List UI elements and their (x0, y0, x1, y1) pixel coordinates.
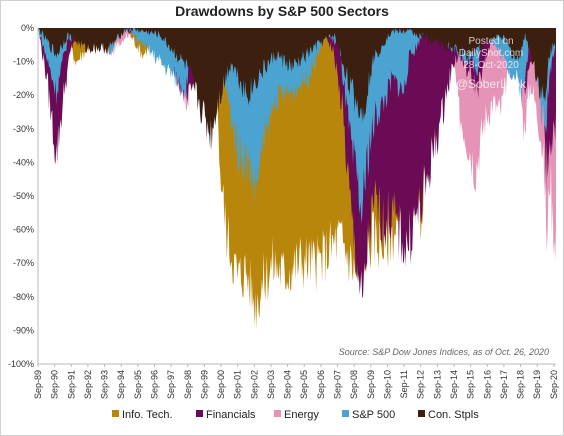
legend-label: Con. Stpls (428, 409, 479, 421)
legend-label: Financials (206, 409, 256, 421)
legend-swatch (342, 410, 349, 417)
x-tick-label: Sep-09 (366, 370, 376, 399)
x-tick-label: Sep-16 (482, 370, 492, 399)
x-tick-label: Sep-98 (183, 370, 193, 399)
x-tick-label: Sep-08 (349, 370, 359, 399)
x-tick-label: Sep-91 (66, 370, 76, 399)
x-tick-label: Sep-05 (299, 370, 309, 399)
chart-title: Drawdowns by S&P 500 Sectors (175, 3, 389, 19)
y-tick-label: 0% (21, 23, 34, 33)
x-tick-label: Sep-03 (266, 370, 276, 399)
legend-swatch (274, 410, 281, 417)
x-tick-label: Sep-92 (83, 370, 93, 399)
y-tick-label: -10% (13, 57, 34, 67)
x-tick-label: Sep-95 (133, 370, 143, 399)
x-tick-label: Sep-19 (532, 370, 542, 399)
x-tick-label: Sep-00 (216, 370, 226, 399)
x-tick-label: Sep-01 (233, 370, 243, 399)
x-tick-label: Sep-20 (549, 370, 559, 399)
y-tick-label: -60% (13, 225, 34, 235)
watermark-line: Posted on (468, 36, 513, 47)
x-tick-label: Sep-13 (432, 370, 442, 399)
x-tick-label: Sep-89 (33, 370, 43, 399)
y-tick-label: -40% (13, 157, 34, 167)
legend-swatch (196, 410, 203, 417)
y-tick-label: -100% (8, 359, 34, 369)
x-tick-label: Sep-18 (516, 370, 526, 399)
legend-label: S&P 500 (352, 409, 395, 421)
x-tick-label: Sep-99 (199, 370, 209, 399)
x-tick-label: Sep-12 (416, 370, 426, 399)
series-area-con-stpls (38, 28, 556, 151)
source-note: Source: S&P Dow Jones Indices, as of Oct… (339, 347, 549, 357)
x-tick-label: Sep-93 (100, 370, 110, 399)
y-tick-label: -80% (13, 292, 34, 302)
legend-label: Info. Tech. (122, 409, 173, 421)
plot-bands (38, 28, 556, 329)
legend-swatch (418, 410, 425, 417)
watermark: Posted on DailyShot.com 28-Oct-2020 @SoberL… (456, 36, 527, 91)
y-tick-label: -50% (13, 191, 34, 201)
legend-label: Energy (284, 409, 319, 421)
legend-swatch (112, 410, 119, 417)
x-tick-label: Sep-14 (449, 370, 459, 399)
y-tick-label: -30% (13, 124, 34, 134)
series-area-financials (38, 28, 556, 299)
watermark-line: 28-Oct-2020 (463, 60, 519, 71)
watermark-line: DailyShot.com (459, 48, 523, 59)
x-tick-label: Sep-11 (399, 370, 409, 398)
x-tick-label: Sep-04 (283, 370, 293, 399)
series-area-s-p-500 (38, 28, 556, 224)
watermark-line: @SoberLook (456, 77, 527, 91)
axes: 0% -10% -20% -30% -40% -50% -60% -70% -80% -90% -1… (8, 23, 559, 399)
x-tick-label: Sep-90 (50, 370, 60, 399)
legend: Info. Tech. Financials Energy S&P 500 Con. S… (112, 409, 479, 421)
x-tick-label: Sep-10 (382, 370, 392, 399)
x-tick-label: Sep-07 (333, 370, 343, 399)
y-tick-label: -70% (13, 258, 34, 268)
x-tick-label: Sep-02 (249, 370, 259, 399)
x-tick-label: Sep-15 (466, 370, 476, 399)
x-tick-label: Sep-06 (316, 370, 326, 399)
y-tick-label: -90% (13, 325, 34, 335)
x-tick-label: Sep-94 (116, 370, 126, 399)
x-tick-label: Sep-17 (499, 370, 509, 399)
x-tick-label: Sep-97 (166, 370, 176, 399)
x-tick-label: Sep-96 (150, 370, 160, 399)
y-tick-label: -20% (13, 90, 34, 100)
